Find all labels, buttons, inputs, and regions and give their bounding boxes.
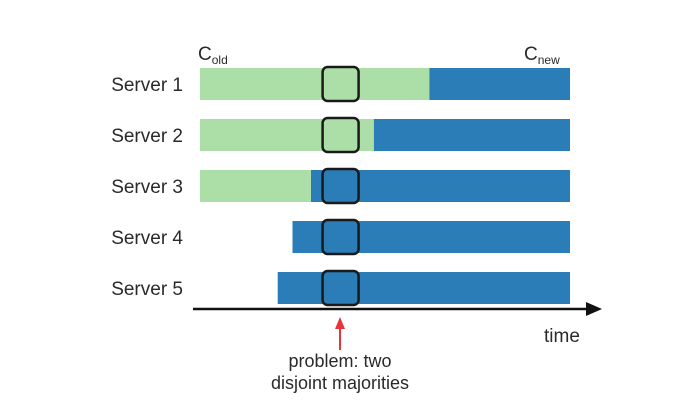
server-label: Server 3 [111, 177, 183, 198]
problem-window-box [321, 269, 360, 307]
time-axis-arrowhead [586, 302, 602, 316]
server-label: Server 5 [111, 279, 183, 300]
new-config-bar [292, 221, 570, 253]
problem-window-box [321, 167, 360, 205]
problem-annotation-line2: disjoint majorities [271, 373, 409, 393]
problem-annotation-line1: problem: two [288, 351, 391, 371]
time-axis-label: time [544, 326, 580, 347]
new-config-bar [277, 272, 570, 304]
old-config-bar [200, 68, 430, 100]
problem-window-box [321, 116, 360, 154]
c-new-label: Cnew [524, 44, 560, 67]
old-config-bar [200, 170, 311, 202]
c-old-label: Cold [198, 44, 228, 67]
server-rows: Server 1 Server 2 Server 3 Server 4 Server 5 [111, 65, 570, 307]
server-label: Server 1 [111, 75, 183, 96]
problem-window-box [321, 218, 360, 256]
problem-arrow-head [335, 317, 345, 329]
old-config-bar [200, 119, 374, 151]
problem-window-box [321, 65, 360, 103]
server-label: Server 2 [111, 126, 183, 147]
server-label: Server 4 [111, 228, 183, 249]
new-config-bar [429, 68, 570, 100]
new-config-bar [373, 119, 570, 151]
new-config-bar [311, 170, 570, 202]
